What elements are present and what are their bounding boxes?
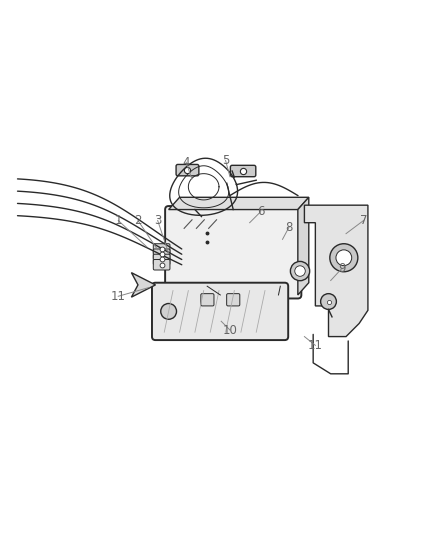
FancyBboxPatch shape — [230, 165, 256, 177]
Text: 10: 10 — [223, 324, 237, 336]
Circle shape — [161, 303, 177, 319]
FancyBboxPatch shape — [165, 206, 301, 298]
FancyBboxPatch shape — [227, 294, 240, 306]
Text: 7: 7 — [360, 214, 367, 227]
Circle shape — [321, 294, 336, 310]
FancyBboxPatch shape — [201, 294, 214, 306]
FancyBboxPatch shape — [153, 254, 170, 265]
Polygon shape — [304, 205, 368, 336]
Text: 2: 2 — [134, 214, 142, 227]
Text: 8: 8 — [286, 221, 293, 233]
Polygon shape — [131, 273, 155, 297]
Text: 9: 9 — [338, 262, 346, 275]
Text: 11: 11 — [111, 290, 126, 303]
Text: 6: 6 — [257, 205, 265, 218]
FancyBboxPatch shape — [153, 249, 170, 260]
Polygon shape — [298, 197, 309, 295]
FancyBboxPatch shape — [176, 165, 199, 176]
FancyBboxPatch shape — [153, 260, 170, 270]
Text: 1: 1 — [114, 214, 122, 227]
Text: 3: 3 — [154, 214, 161, 227]
Text: 5: 5 — [222, 154, 229, 167]
Text: 11: 11 — [308, 339, 323, 352]
Polygon shape — [169, 197, 309, 209]
Circle shape — [336, 250, 352, 265]
Text: 4: 4 — [182, 156, 190, 169]
Circle shape — [290, 261, 310, 281]
FancyBboxPatch shape — [153, 244, 170, 254]
Circle shape — [330, 244, 358, 272]
FancyBboxPatch shape — [152, 282, 288, 340]
Circle shape — [295, 266, 305, 276]
